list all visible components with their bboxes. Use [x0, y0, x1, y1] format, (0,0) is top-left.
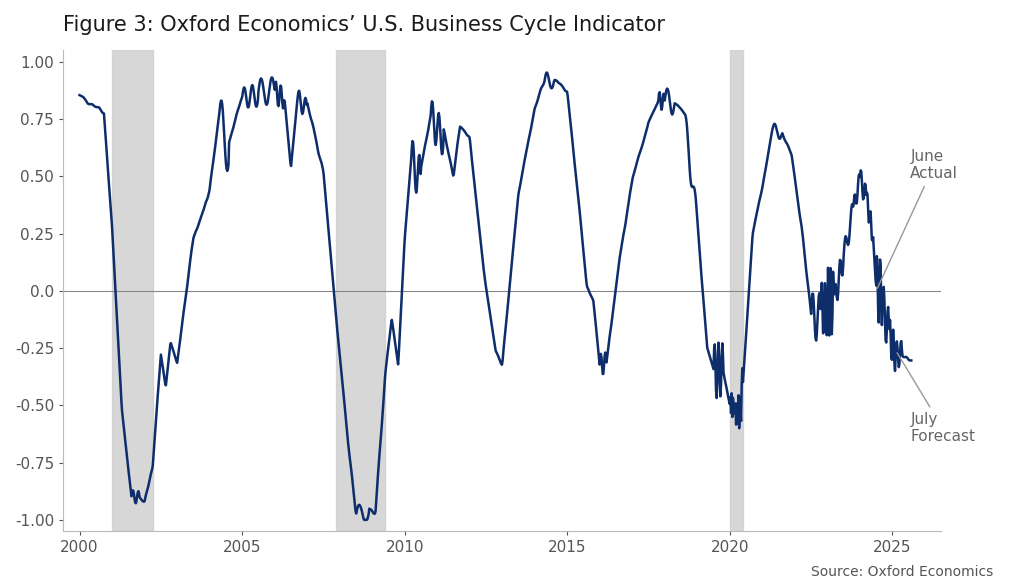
- Text: Figure 3: Oxford Economics’ U.S. Business Cycle Indicator: Figure 3: Oxford Economics’ U.S. Busines…: [63, 15, 666, 35]
- Text: June
Actual: June Actual: [878, 149, 958, 288]
- Bar: [112, 51, 153, 532]
- Bar: [730, 51, 742, 532]
- Bar: [337, 51, 385, 532]
- Text: July
Forecast: July Forecast: [897, 353, 975, 445]
- Text: Source: Oxford Economics: Source: Oxford Economics: [811, 565, 993, 579]
